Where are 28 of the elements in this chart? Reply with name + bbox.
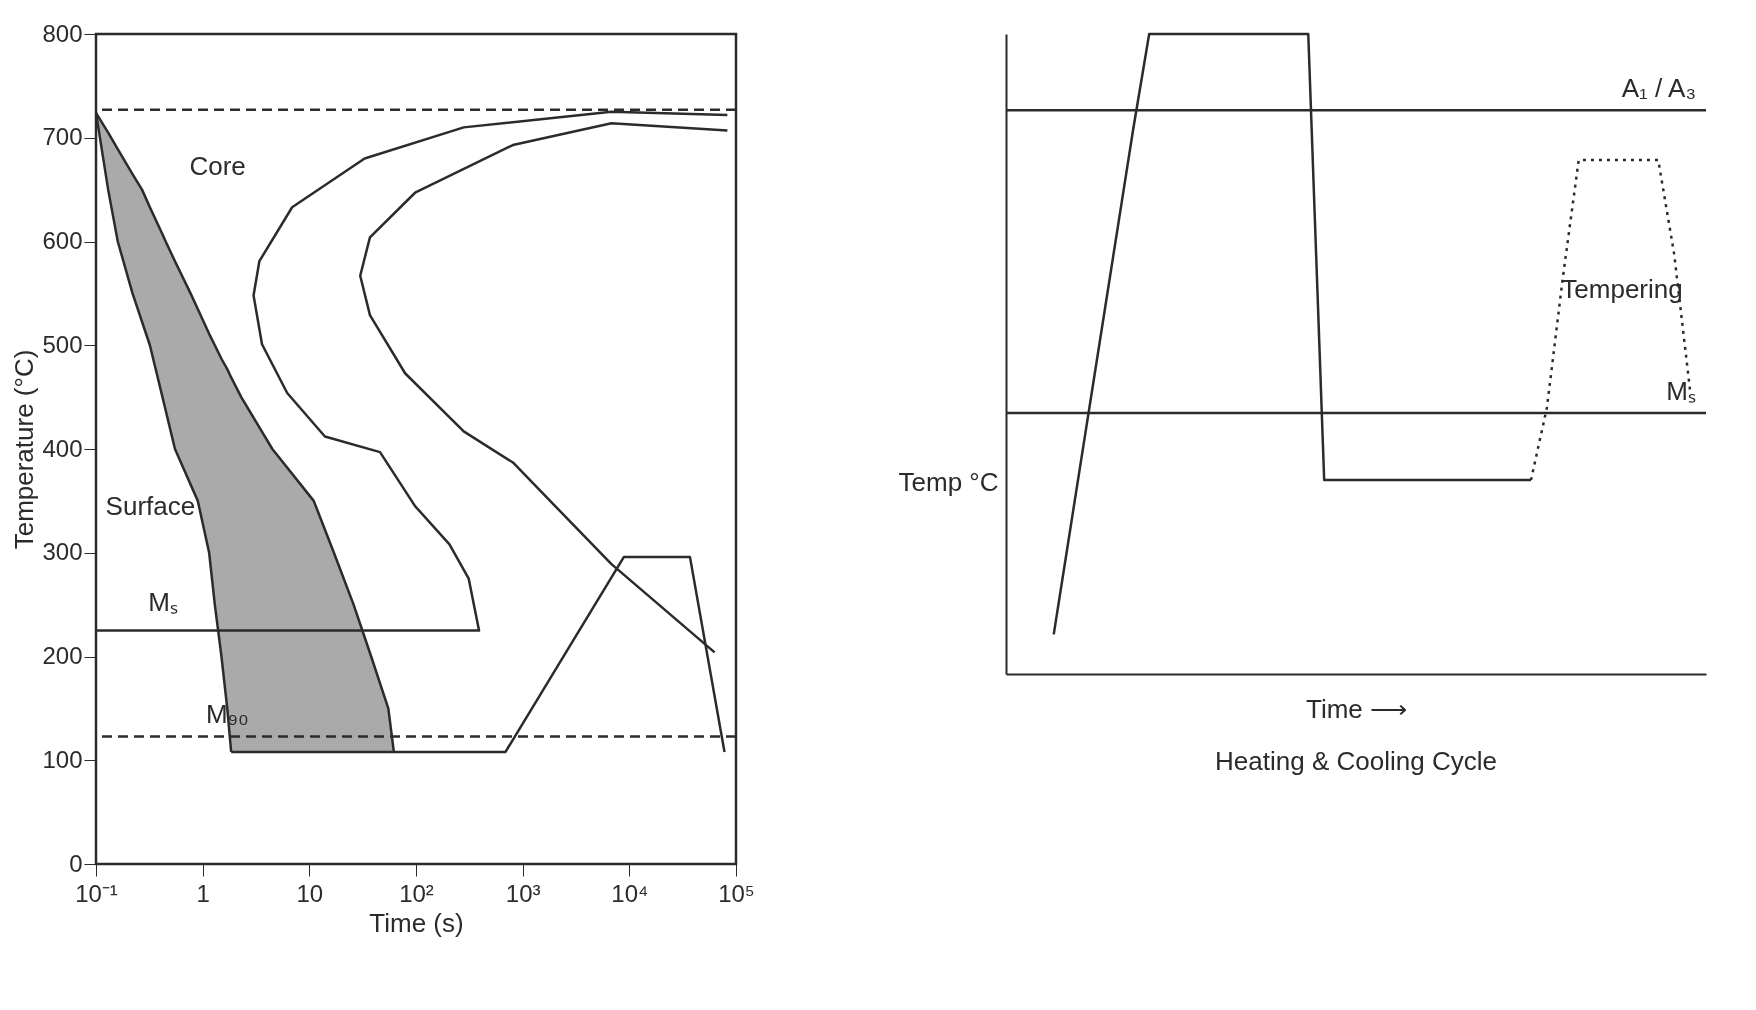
y-tick-label: 600 [42,227,83,254]
x-tick-label: 10⁻¹ [75,879,118,907]
y-axis-title: Temperature (°C) [9,349,40,550]
text: Heating & Cooling Cycle [1215,746,1497,776]
y-tick-label: 700 [42,123,83,151]
annotation: Surface [105,491,196,522]
x-tick-label: 10⁴ [611,879,649,907]
y-axis-title: Temp °C [898,466,999,497]
x-tick-label: 10³ [505,879,541,907]
x-tick-label: 10² [399,879,434,907]
y-tick-label: 800 [42,19,83,47]
ref-line-label: Mₛ [1666,375,1696,406]
annotation: Core [189,150,246,181]
annotation: Mₛ [148,586,179,617]
x-tick-label: 10 [296,879,324,907]
y-tick-label: 100 [42,745,83,773]
ref-line-label: A₁ / A₃ [1621,73,1696,104]
x-axis-title: Time ⟶ [1305,693,1408,724]
x-tick-label: 1 [196,879,210,907]
annotation: Tempering [1561,274,1683,304]
y-tick-label: 400 [42,434,83,462]
ref-line-label: M₉₀ [206,699,249,730]
x-axis-title: Time (s) [369,907,464,938]
y-tick-label: 300 [42,538,83,566]
y-tick-label: 200 [42,642,83,669]
x-tick-label: 10⁵ [718,879,755,907]
y-tick-label: 500 [42,330,83,358]
y-tick-label: 0 [69,849,83,877]
